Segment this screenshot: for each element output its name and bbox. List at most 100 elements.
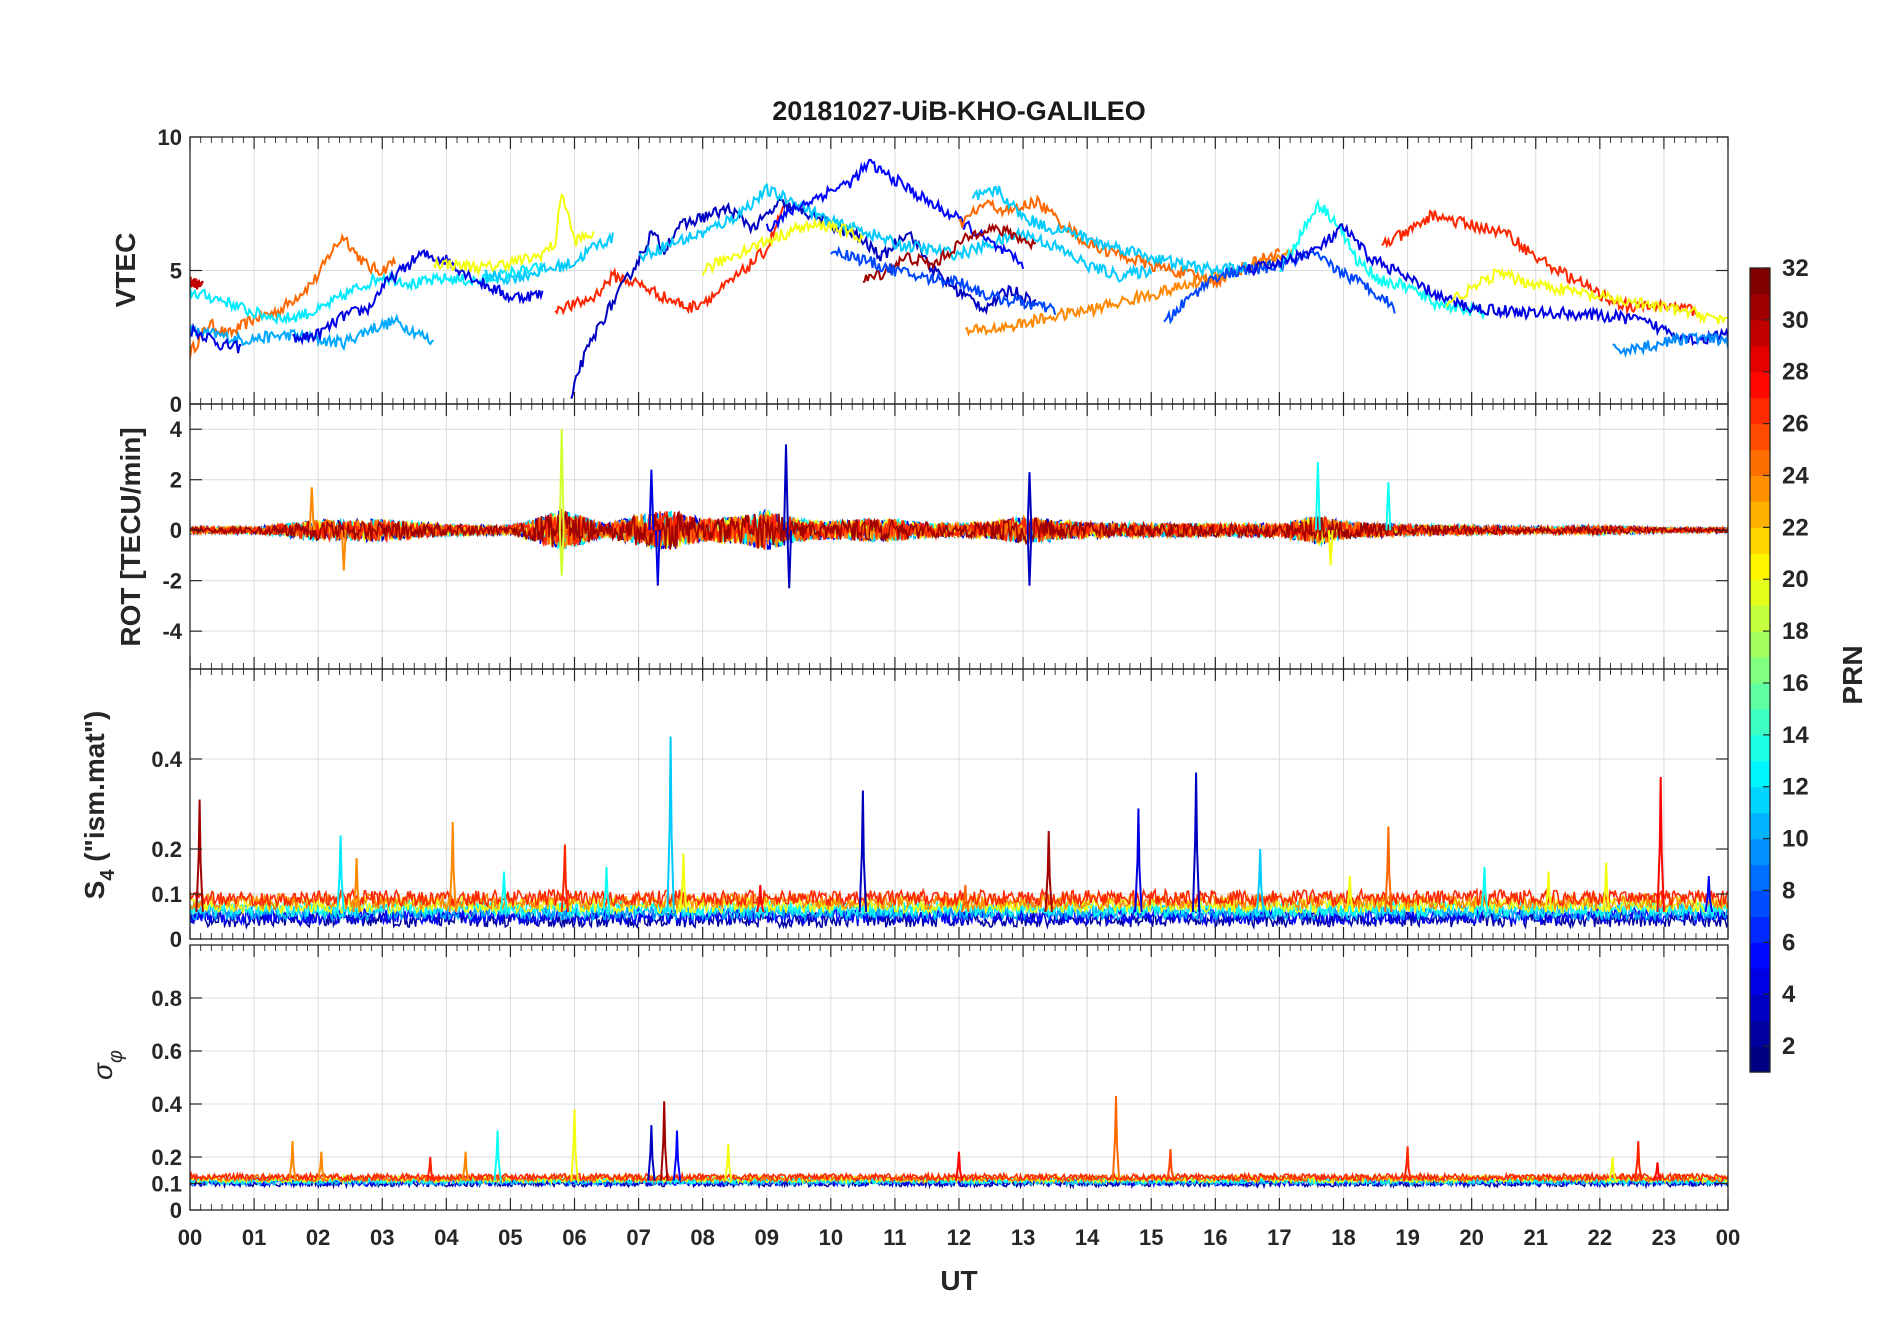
rot-spike	[783, 444, 789, 531]
colorbar-segment	[1750, 293, 1770, 321]
y-tick-label: 0.1	[151, 1172, 182, 1197]
colorbar-tick-label: 4	[1782, 981, 1796, 1008]
colorbar-segment	[1750, 501, 1770, 528]
colorbar-tick-label: 8	[1782, 877, 1795, 904]
vtec-series-prn-10	[190, 313, 435, 352]
colorbar-segment	[1750, 371, 1770, 399]
sigma_phi-spike	[317, 1151, 326, 1182]
figure-title: 20181027-UiB-KHO-GALILEO	[772, 96, 1146, 126]
rot-panel: -4 -2 0 2 4	[162, 403, 1729, 670]
sigma_phi-spike	[1608, 1156, 1617, 1182]
s4-spike	[336, 835, 345, 913]
sigma_phi-spike	[724, 1143, 733, 1181]
sigma_phi-spike	[493, 1130, 502, 1181]
vtec-series-prn-20	[701, 217, 864, 276]
colorbar-segment	[1750, 890, 1770, 917]
axis-ticks: -4 -2 0 2 4	[162, 404, 1729, 669]
x-tick-label: 00	[178, 1225, 202, 1250]
s4-spike	[1345, 875, 1355, 913]
vtec-panel: 0 5 10	[158, 125, 1729, 417]
x-tick-label: 20	[1459, 1225, 1483, 1250]
x-tick-label: 08	[690, 1225, 714, 1250]
x-tick-label: 13	[1011, 1225, 1035, 1250]
data-traces	[190, 1095, 1728, 1190]
sigma_phi-spike	[1634, 1141, 1643, 1181]
colorbar-label: PRN	[1837, 645, 1868, 704]
x-tick-label: 09	[755, 1225, 779, 1250]
colorbar-segment	[1750, 423, 1770, 451]
colorbar-segment	[1750, 579, 1770, 606]
colorbar-segment	[1750, 994, 1770, 1021]
sigma_phi-spike	[1653, 1162, 1662, 1182]
vtec-series-prn-7	[830, 245, 1057, 316]
vtec-series-prn-4	[1246, 222, 1728, 346]
sigma_phi-trace-prn-27	[190, 1170, 1728, 1183]
vtec-series-prn-30	[190, 276, 204, 290]
colorbar-segment	[1750, 631, 1770, 658]
x-tick-label: 06	[562, 1225, 586, 1250]
y-tick-label: -4	[162, 619, 182, 644]
x-tick-label: 01	[242, 1225, 266, 1250]
s4-spike	[1256, 848, 1265, 913]
sigma_phi-spike	[647, 1125, 656, 1181]
colorbar-segment	[1750, 1020, 1770, 1047]
sigma_phi-spike	[954, 1151, 964, 1182]
colorbar-segment	[1750, 268, 1770, 295]
x-tick-label: 05	[498, 1225, 522, 1250]
s4-spike	[1134, 808, 1143, 913]
colorbar-segment	[1750, 682, 1770, 710]
colorbar-tick-label: 6	[1782, 929, 1795, 956]
axis-ticks: 0 0.1 0.2 0.4	[151, 669, 1729, 952]
s4-spike	[195, 799, 204, 913]
colorbar-segment	[1750, 553, 1770, 580]
sigma_phi-spike	[1111, 1095, 1121, 1181]
x-tick-label: 23	[1652, 1225, 1676, 1250]
colorbar-segment	[1750, 527, 1770, 554]
colorbar-tick-label: 20	[1782, 566, 1809, 593]
y-tick-label: 0.2	[151, 837, 182, 862]
rot-spike	[1385, 482, 1392, 531]
x-tick-label: 02	[306, 1225, 330, 1250]
s4-spike	[1044, 830, 1053, 913]
s4-spike	[1480, 866, 1489, 913]
s4-spike	[1602, 862, 1611, 913]
y-tick-label: 4	[170, 417, 183, 442]
s4-spike	[679, 853, 688, 913]
rot-spike	[648, 469, 655, 531]
s4-spike	[352, 857, 361, 913]
s4-spike	[602, 866, 611, 913]
s4-spike	[1544, 871, 1553, 913]
vtec-series-prn-31	[862, 222, 1037, 283]
axis-ticks: 0 5 10	[158, 125, 1729, 417]
y-tick-label: 0.2	[151, 1145, 182, 1170]
s4-spike	[858, 790, 868, 913]
colorbar-segment	[1750, 708, 1770, 736]
vtec-series-prn-11	[638, 182, 1153, 283]
s4-spike	[1384, 826, 1393, 913]
colorbar-segment	[1750, 812, 1770, 840]
colorbar-tick-label: 2	[1782, 1033, 1795, 1060]
y-tick-label: 2	[170, 468, 182, 493]
x-tick-labels: 00 01 02 03 04 05 06 07 08 09 10 11 12 13 14 15 16 17 18 19…	[178, 1225, 1740, 1250]
y-tick-label: 0	[170, 392, 182, 417]
s4-panel: 0 0.1 0.2 0.4	[151, 668, 1729, 952]
y-tick-label: -2	[162, 569, 182, 594]
x-tick-label: 17	[1267, 1225, 1291, 1250]
axis-ticks: 00.10.2 0.4 0.6 0.8	[151, 945, 1729, 1223]
colorbar-segment	[1750, 449, 1770, 477]
colorbar-tick-label: 22	[1782, 514, 1809, 541]
s4-spike	[1656, 776, 1665, 913]
colorbar-segment	[1750, 475, 1770, 503]
colorbar-frame	[1749, 267, 1771, 1073]
vtec-series-prn-4	[292, 249, 544, 346]
vtec-series-prn-20	[1445, 267, 1728, 325]
colorbar-segment	[1750, 605, 1770, 632]
vtec-series-prn-9	[1612, 331, 1728, 359]
rot-spike	[1314, 461, 1321, 531]
sigma-phi-panel: 00.10.2 0.4 0.6 0.8	[151, 944, 1729, 1223]
x-tick-label: 10	[819, 1225, 843, 1250]
rot-spike	[1026, 472, 1033, 531]
colorbar-tick-label: 28	[1782, 359, 1809, 386]
